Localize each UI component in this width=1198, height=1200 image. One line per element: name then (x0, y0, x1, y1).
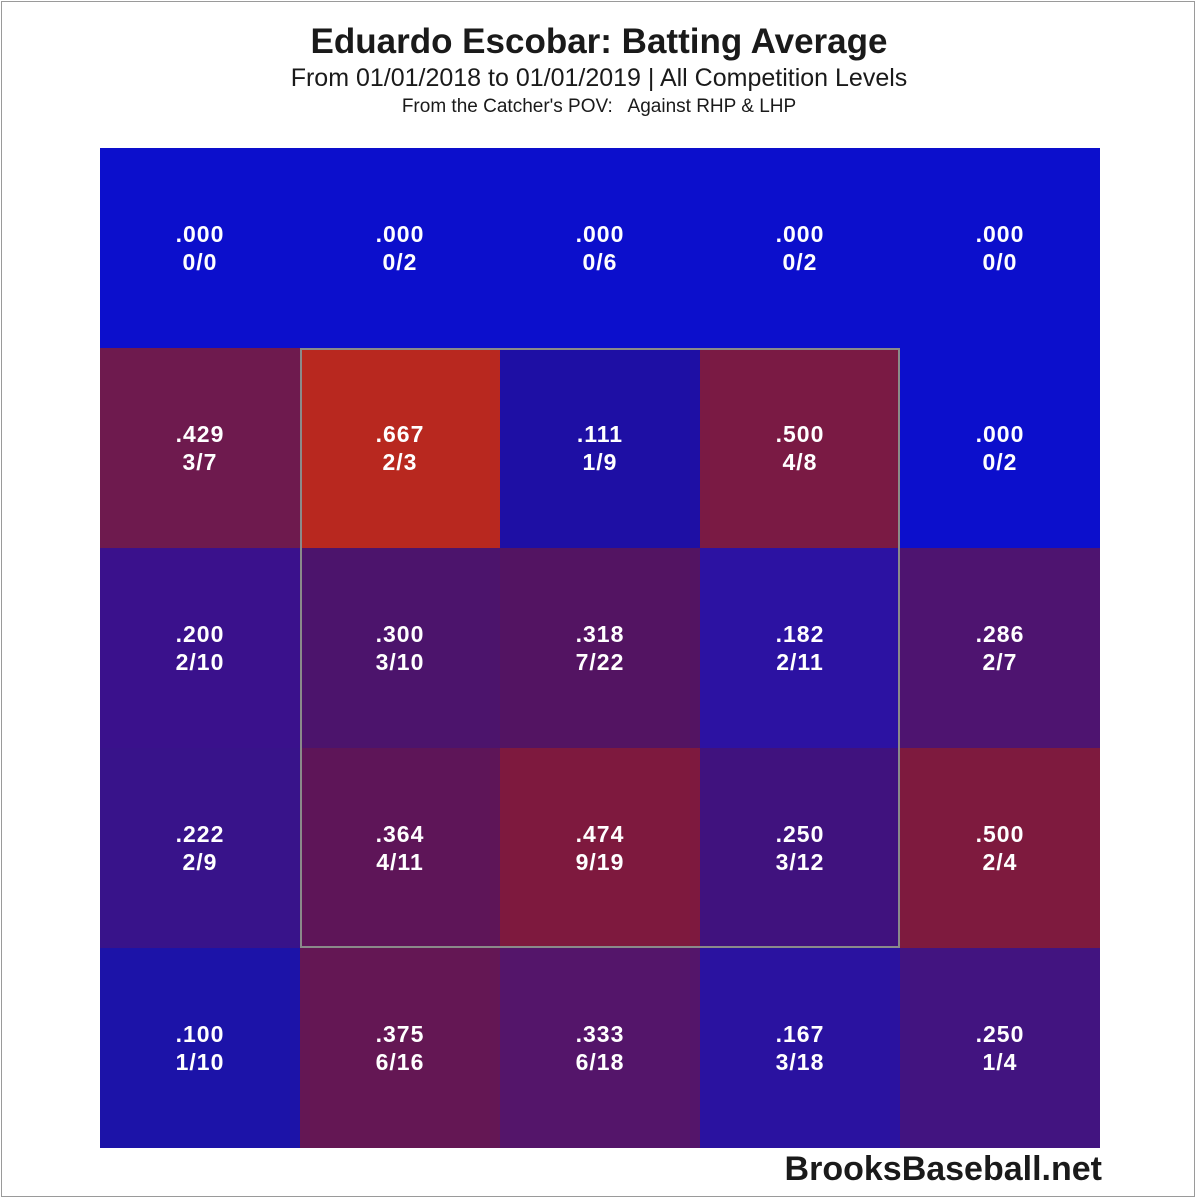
cell-hits-atbats-label: 6/16 (375, 1049, 425, 1075)
cell-hits-atbats-label: 0/2 (382, 249, 418, 275)
cell-average-label: .375 (375, 1021, 425, 1047)
heatmap-cell: .167 3/18 (700, 948, 900, 1148)
heatmap-cell: .100 1/10 (100, 948, 300, 1148)
heatmap-cell: .250 1/4 (900, 948, 1100, 1148)
cell-hits-atbats-label: 0/6 (582, 249, 618, 275)
cell-hits-atbats-label: 6/18 (575, 1049, 625, 1075)
heatmap-cell: .429 3/7 (100, 348, 300, 548)
cell-hits-atbats-label: 2/10 (175, 649, 225, 675)
cell-average-label: .222 (175, 821, 225, 847)
heatmap-cell: .375 6/16 (300, 948, 500, 1148)
cell-hits-atbats-label: 0/0 (182, 249, 218, 275)
heatmap-cell: .500 4/8 (700, 348, 900, 548)
heatmap-cell: .111 1/9 (500, 348, 700, 548)
cell-hits-atbats-label: 3/12 (775, 849, 825, 875)
cell-hits-atbats-label: 2/7 (982, 649, 1018, 675)
heatmap-cell: .474 9/19 (500, 748, 700, 948)
cell-hits-atbats-label: 1/4 (982, 1049, 1018, 1075)
cell-average-label: .474 (575, 821, 625, 847)
heatmap-cell: .000 0/2 (700, 148, 900, 348)
cell-hits-atbats-label: 0/0 (982, 249, 1018, 275)
cell-average-label: .286 (975, 621, 1025, 647)
heatmap-cell: .000 0/2 (900, 348, 1100, 548)
heatmap-cell: .286 2/7 (900, 548, 1100, 748)
heatmap-cell: .200 2/10 (100, 548, 300, 748)
cell-average-label: .300 (375, 621, 425, 647)
heatmap-grid: .000 0/0.000 0/2.000 0/6.000 0/2.000 0/0.429 3… (100, 148, 1100, 1148)
heatmap-cell: .222 2/9 (100, 748, 300, 948)
cell-hits-atbats-label: 4/8 (782, 449, 818, 475)
cell-hits-atbats-label: 4/11 (376, 849, 424, 875)
cell-average-label: .111 (576, 421, 624, 447)
cell-average-label: .000 (175, 221, 225, 247)
chart-title: Eduardo Escobar: Batting Average (310, 22, 888, 61)
cell-average-label: .429 (175, 421, 225, 447)
cell-average-label: .000 (375, 221, 425, 247)
heatmap-cell: .364 4/11 (300, 748, 500, 948)
cell-average-label: .250 (975, 1021, 1025, 1047)
cell-average-label: .000 (775, 221, 825, 247)
cell-average-label: .250 (775, 821, 825, 847)
cell-hits-atbats-label: 3/10 (375, 649, 425, 675)
cell-average-label: .667 (375, 421, 425, 447)
heatmap-cell: .333 6/18 (500, 948, 700, 1148)
cell-average-label: .200 (175, 621, 225, 647)
cell-hits-atbats-label: 2/3 (382, 449, 418, 475)
cell-hits-atbats-label: 1/10 (175, 1049, 225, 1075)
heatmap-cell: .182 2/11 (700, 548, 900, 748)
cell-hits-atbats-label: 2/11 (776, 649, 824, 675)
cell-hits-atbats-label: 0/2 (982, 449, 1018, 475)
cell-average-label: .182 (775, 621, 825, 647)
heatmap-cell: .300 3/10 (300, 548, 500, 748)
cell-average-label: .333 (575, 1021, 625, 1047)
chart-perspective-note: From the Catcher's POV: Against RHP & LH… (401, 96, 797, 117)
cell-hits-atbats-label: 7/22 (575, 649, 625, 675)
heatmap-cell: .000 0/6 (500, 148, 700, 348)
cell-average-label: .500 (775, 421, 825, 447)
heatmap-cell: .500 2/4 (900, 748, 1100, 948)
heatmap-cell: .000 0/2 (300, 148, 500, 348)
cell-hits-atbats-label: 9/19 (575, 849, 625, 875)
cell-average-label: .500 (975, 821, 1025, 847)
cell-hits-atbats-label: 3/7 (182, 449, 218, 475)
heatmap-cell: .667 2/3 (300, 348, 500, 548)
heatmap-cell: .250 3/12 (700, 748, 900, 948)
source-credit: BrooksBaseball.net (784, 1150, 1102, 1188)
cell-average-label: .318 (575, 621, 625, 647)
heatmap-cell: .000 0/0 (900, 148, 1100, 348)
heatmap-cell: .318 7/22 (500, 548, 700, 748)
cell-average-label: .100 (175, 1021, 225, 1047)
cell-hits-atbats-label: 2/4 (982, 849, 1018, 875)
cell-average-label: .000 (975, 421, 1025, 447)
cell-average-label: .167 (775, 1021, 825, 1047)
cell-hits-atbats-label: 2/9 (182, 849, 218, 875)
cell-hits-atbats-label: 1/9 (582, 449, 618, 475)
chart-subtitle: From 01/01/2018 to 01/01/2019 | All Comp… (290, 64, 908, 92)
heatmap-cell: .000 0/0 (100, 148, 300, 348)
cell-hits-atbats-label: 0/2 (782, 249, 818, 275)
cell-average-label: .000 (975, 221, 1025, 247)
cell-average-label: .000 (575, 221, 625, 247)
cell-hits-atbats-label: 3/18 (775, 1049, 825, 1075)
cell-average-label: .364 (375, 821, 425, 847)
